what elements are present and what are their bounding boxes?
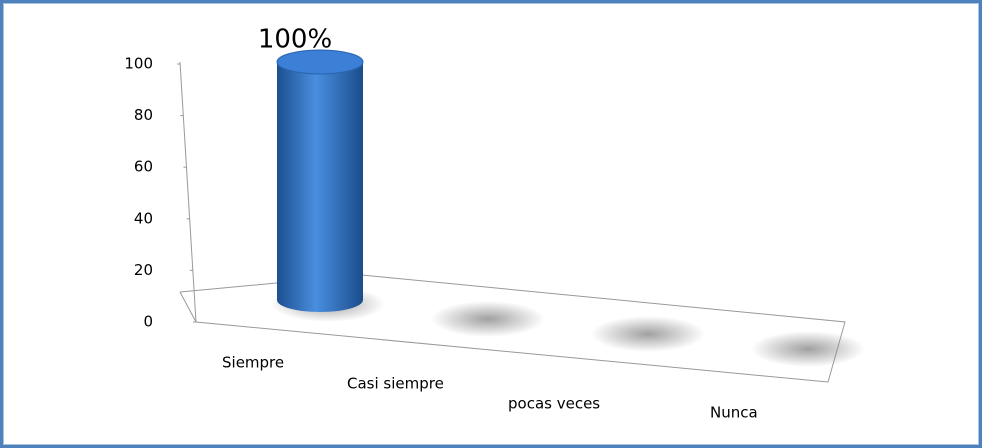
x-tick-label: Nunca xyxy=(710,404,758,422)
data-label: 100% xyxy=(258,25,332,55)
y-tick-label: 20 xyxy=(134,261,153,279)
x-tick-label: Siempre xyxy=(222,354,284,372)
y-tick-label: 0 xyxy=(143,313,153,331)
x-tick-label: pocas veces xyxy=(508,395,600,413)
bar xyxy=(757,333,843,357)
y-tick-label: 80 xyxy=(134,106,153,124)
chart: 0 20 40 60 80 100 Siempre 100% Casi siempre pocas… xyxy=(124,25,865,422)
bar-shadow xyxy=(751,331,865,367)
bar-shadow xyxy=(431,301,545,337)
y-axis xyxy=(179,61,197,323)
bar xyxy=(276,49,364,312)
bar xyxy=(597,318,683,342)
y-tick-label: 60 xyxy=(134,158,153,176)
y-tick-label: 40 xyxy=(134,209,153,227)
bar-shadow xyxy=(591,316,705,352)
bar xyxy=(437,303,523,327)
x-tick-label: Casi siempre xyxy=(347,375,444,393)
y-tick-label: 100 xyxy=(124,55,153,73)
